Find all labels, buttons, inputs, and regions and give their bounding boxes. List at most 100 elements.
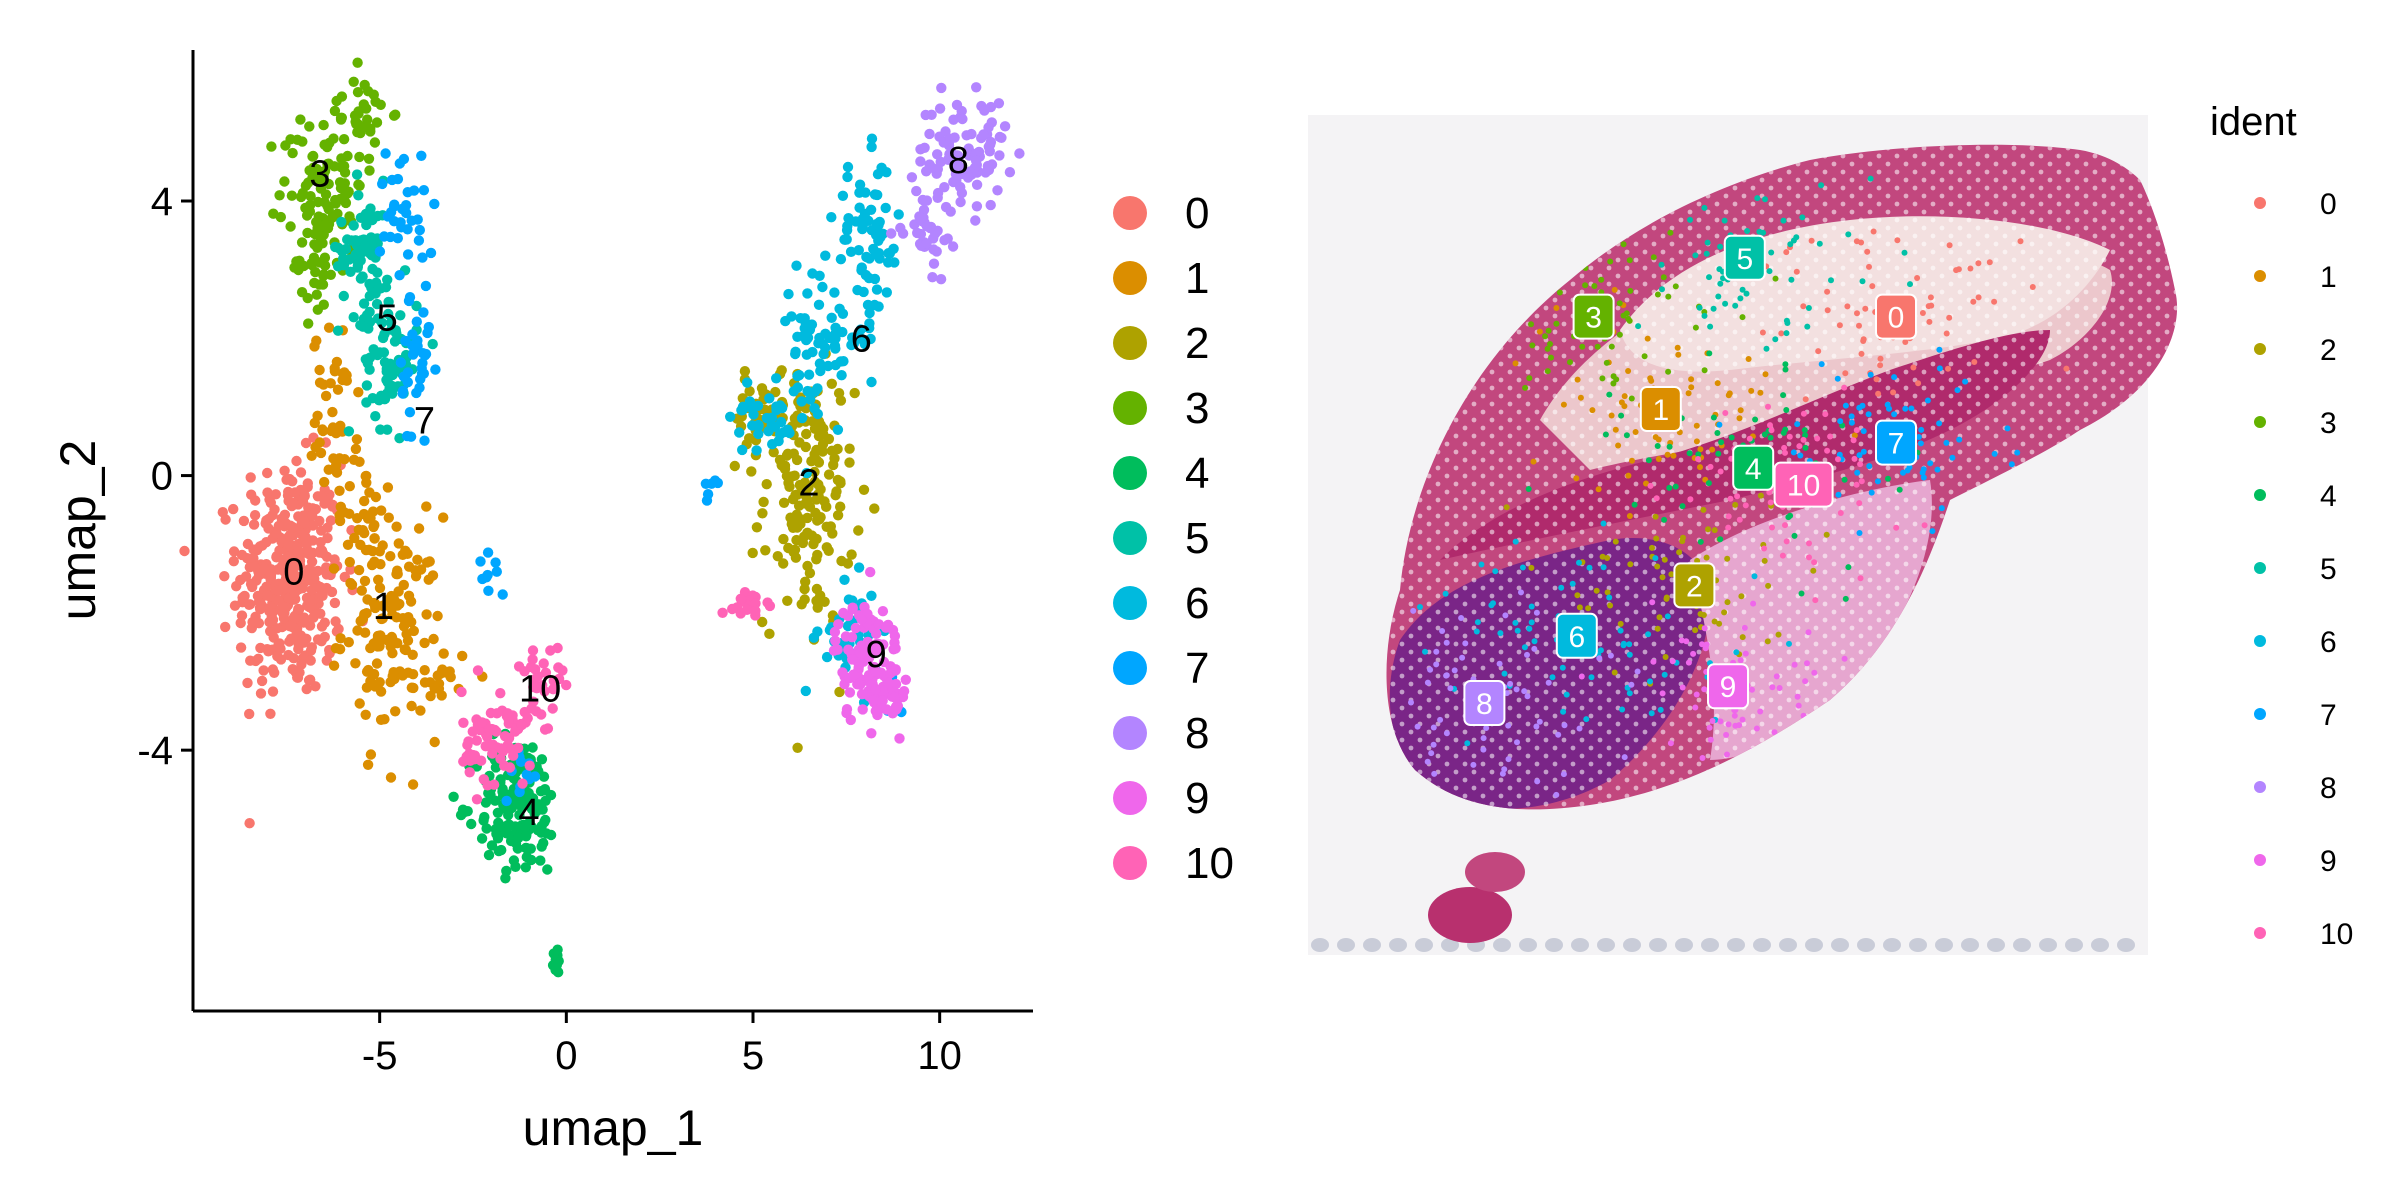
spot bbox=[1701, 204, 1708, 211]
spot bbox=[1653, 495, 1660, 502]
data-point bbox=[289, 612, 300, 623]
data-point bbox=[791, 454, 803, 466]
label-box bbox=[1773, 461, 1834, 508]
data-point bbox=[400, 545, 411, 556]
data-point bbox=[305, 596, 316, 607]
legend-item-9: 9 bbox=[2254, 845, 2337, 878]
data-point bbox=[839, 234, 850, 245]
data-point bbox=[361, 397, 372, 408]
data-point bbox=[857, 220, 868, 232]
data-point bbox=[482, 569, 493, 581]
spot bbox=[1648, 710, 1655, 717]
spot bbox=[1583, 716, 1590, 723]
spot bbox=[1812, 597, 1819, 604]
data-point bbox=[400, 200, 412, 211]
data-point bbox=[529, 771, 541, 782]
fiducial-dot bbox=[1493, 938, 1511, 952]
legend-item-0: 0 bbox=[1113, 189, 1209, 238]
legend-label: 7 bbox=[1185, 644, 1209, 693]
data-point bbox=[349, 532, 360, 544]
legend-item-9: 9 bbox=[1113, 774, 1209, 823]
legend-key bbox=[2254, 197, 2266, 209]
data-point bbox=[372, 630, 384, 642]
data-point bbox=[996, 132, 1007, 143]
spot bbox=[1970, 298, 1977, 305]
cluster-label-8: 8 bbox=[948, 140, 969, 182]
data-point bbox=[846, 549, 857, 560]
data-point bbox=[869, 503, 880, 514]
spot bbox=[1424, 758, 1431, 765]
spot bbox=[1497, 630, 1504, 637]
spot bbox=[1634, 668, 1641, 675]
data-point bbox=[876, 162, 887, 173]
fiducial-dot bbox=[1779, 938, 1797, 952]
data-point bbox=[744, 386, 755, 397]
spot bbox=[1574, 376, 1581, 383]
spot bbox=[1606, 391, 1613, 398]
spot bbox=[1618, 399, 1625, 406]
spot bbox=[1767, 499, 1774, 506]
data-point bbox=[364, 278, 375, 290]
fiducial-dot bbox=[1597, 938, 1615, 952]
spot bbox=[1628, 395, 1635, 402]
spot bbox=[1800, 303, 1807, 310]
spot bbox=[1875, 390, 1882, 397]
data-point bbox=[844, 443, 855, 454]
legend-label: 9 bbox=[2320, 845, 2337, 878]
data-point bbox=[773, 435, 784, 447]
data-point bbox=[351, 118, 362, 130]
fiducial-dot bbox=[1675, 938, 1693, 952]
spot bbox=[1741, 624, 1748, 631]
data-point bbox=[337, 374, 348, 386]
spot bbox=[1788, 276, 1795, 283]
data-point bbox=[471, 794, 483, 805]
data-point bbox=[319, 631, 330, 643]
spot bbox=[1835, 456, 1841, 463]
data-point bbox=[373, 574, 384, 585]
data-point bbox=[523, 787, 534, 799]
spot bbox=[1991, 450, 1998, 457]
cluster-10-points bbox=[456, 587, 776, 805]
legend-label: 2 bbox=[1185, 319, 1209, 368]
data-point bbox=[424, 556, 435, 567]
data-point bbox=[258, 665, 269, 676]
spot bbox=[1687, 496, 1694, 503]
x-tick-label: -5 bbox=[362, 1034, 398, 1078]
legend-item-7: 7 bbox=[1113, 644, 1209, 693]
data-point bbox=[932, 192, 943, 203]
data-point bbox=[353, 524, 364, 535]
spot bbox=[1623, 432, 1630, 439]
data-point bbox=[332, 384, 344, 395]
spot bbox=[1732, 302, 1739, 309]
data-point bbox=[362, 759, 374, 770]
cluster-label-7: 7 bbox=[414, 401, 435, 443]
spot bbox=[1561, 722, 1568, 729]
spot bbox=[1654, 563, 1661, 570]
data-point bbox=[796, 599, 807, 610]
spot bbox=[1956, 436, 1963, 443]
spot bbox=[1717, 468, 1724, 475]
fiducial-dot bbox=[2039, 938, 2057, 952]
spot bbox=[1433, 661, 1440, 668]
spot bbox=[1754, 195, 1761, 202]
spot bbox=[1607, 602, 1614, 609]
data-point bbox=[483, 787, 494, 799]
spot bbox=[1533, 609, 1540, 616]
data-point bbox=[352, 625, 363, 636]
spot bbox=[1906, 464, 1913, 471]
spot bbox=[1877, 355, 1884, 362]
spot bbox=[1756, 228, 1763, 235]
data-point bbox=[479, 811, 490, 823]
data-point bbox=[398, 371, 410, 382]
data-point bbox=[872, 706, 883, 717]
data-point bbox=[751, 522, 763, 533]
data-point bbox=[379, 329, 390, 340]
spot bbox=[1705, 480, 1712, 487]
spot bbox=[1707, 736, 1714, 743]
data-point bbox=[864, 307, 875, 319]
spot bbox=[1751, 573, 1758, 580]
spot bbox=[1616, 300, 1623, 307]
data-point bbox=[299, 516, 310, 527]
spot bbox=[1734, 493, 1741, 500]
spot bbox=[1782, 361, 1789, 368]
